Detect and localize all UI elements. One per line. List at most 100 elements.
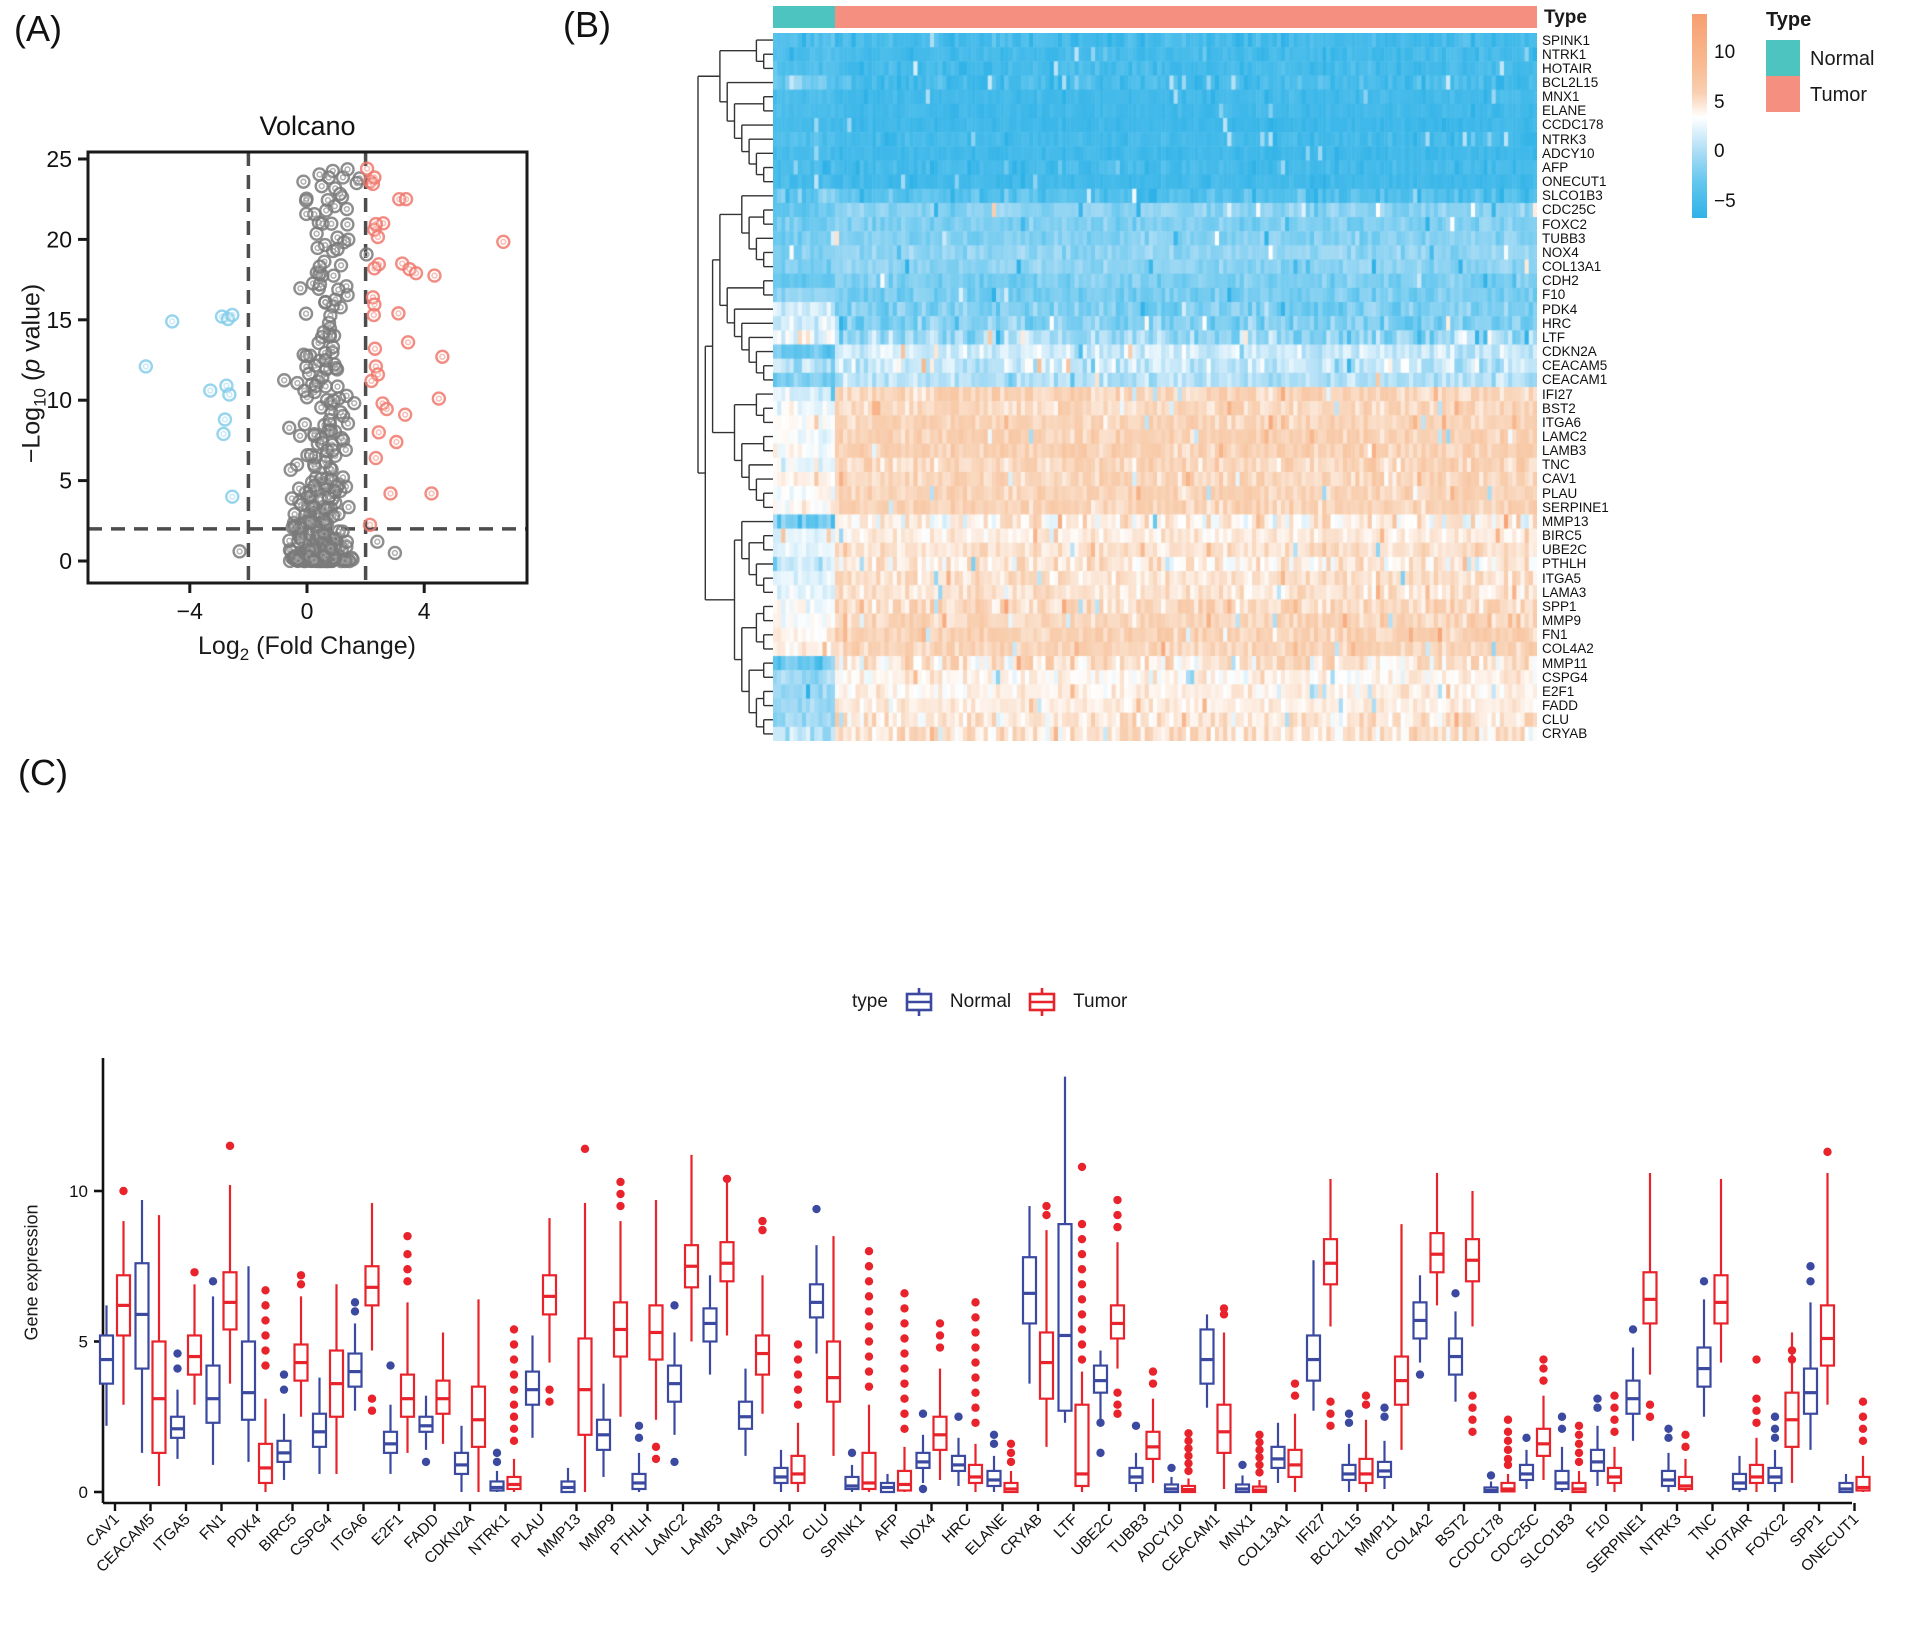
colorbar-tick-label: 5 [1714, 92, 1725, 113]
boxplot-legend: type Normal Tumor [852, 985, 1127, 1019]
tumor-boxkey-icon [1028, 988, 1056, 1016]
heatmap-gene-label: UBE2C [1542, 542, 1588, 558]
heatmap-gene-label: CDKN2A [1542, 344, 1597, 360]
colorbar-tick-label: −5 [1714, 191, 1736, 212]
heatmap-gene-label: LAMB3 [1542, 443, 1587, 459]
boxplot-legend-title: type [852, 991, 888, 1012]
boxplot-x-tick-label: ITGA6 [328, 1511, 372, 1555]
heatmap-gene-label: PDK4 [1542, 301, 1578, 317]
heatmap-gene-label: CSPG4 [1542, 669, 1588, 685]
heatmap-annotation-row-label: Type [1544, 7, 1587, 28]
svg-text:5: 5 [79, 1333, 88, 1352]
heatmap-gene-label: MNX1 [1542, 89, 1580, 105]
heatmap-gene-label: ELANE [1542, 103, 1587, 119]
colorbar-tick-label: 10 [1714, 42, 1736, 63]
annotation-normal-segment [773, 6, 835, 28]
svg-text:0: 0 [59, 548, 72, 574]
svg-text:10: 10 [46, 387, 72, 413]
boxplot-x-tick-label: ITGA5 [150, 1511, 194, 1555]
volcano-x-axis-label: Log2 (Fold Change) [198, 632, 416, 664]
heatmap-gene-label: FOXC2 [1542, 216, 1588, 232]
panel-a-label: (A) [14, 8, 62, 49]
colorbar-tick-label: 0 [1714, 141, 1725, 162]
heatmap-legend-normal-label: Normal [1810, 48, 1875, 70]
heatmap-gene-label: TUBB3 [1542, 230, 1586, 246]
heatmap-gene-label: COL4A2 [1542, 641, 1594, 657]
heatmap-gene-label: SPINK1 [1542, 32, 1591, 48]
heatmap-gene-label: CAV1 [1542, 471, 1577, 487]
heatmap-gene-label: NTRK1 [1542, 46, 1587, 62]
heatmap-gene-label: ITGA6 [1542, 414, 1582, 430]
heatmap-gene-label: MMP11 [1542, 655, 1588, 671]
heatmap-gene-label: LTF [1542, 329, 1565, 345]
svg-text:0: 0 [301, 598, 314, 624]
heatmap-matrix [773, 33, 1537, 741]
heatmap-gene-label: ONECUT1 [1542, 174, 1607, 190]
heatmap-gene-label: HRC [1542, 315, 1572, 331]
heatmap-gene-label: NOX4 [1542, 244, 1579, 260]
heatmap-gene-label: LAMA3 [1542, 584, 1587, 600]
svg-text:4: 4 [418, 598, 431, 624]
boxplot-x-tick-label: CDH2 [755, 1511, 797, 1553]
heatmap-gene-label: PTHLH [1542, 556, 1587, 572]
svg-text:5: 5 [59, 468, 72, 494]
svg-text:25: 25 [46, 146, 72, 172]
heatmap-gene-label: BST2 [1542, 400, 1576, 416]
panel-b-label: (B) [563, 4, 611, 45]
heatmap-gene-label: SLCO1B3 [1542, 188, 1603, 204]
volcano-plot: Volcano 0 5 10 15 20 25 −4 0 4 [46, 111, 529, 624]
svg-text:15: 15 [46, 307, 72, 333]
heatmap-gene-label: F10 [1542, 287, 1566, 303]
heatmap-gene-label: CCDC178 [1542, 117, 1604, 133]
boxplot-legend-normal-label: Normal [949, 991, 1012, 1012]
heatmap-gene-label: SPP1 [1542, 598, 1577, 614]
heatmap-type-annotation-bar [773, 6, 1537, 28]
svg-text:20: 20 [46, 226, 72, 252]
heatmap-gene-label: MMP13 [1542, 513, 1589, 529]
heatmap-gene-label: NTRK3 [1542, 131, 1587, 147]
svg-text:−4: −4 [177, 598, 203, 624]
heatmap-colorbar-ticks: 10 5 0 −5 [1714, 14, 1764, 224]
heatmap-gene-label: LAMC2 [1542, 428, 1588, 444]
heatmap-gene-label: CDC25C [1542, 202, 1597, 218]
heatmap-gene-label: MMP9 [1542, 613, 1582, 629]
heatmap-gene-label: FN1 [1542, 627, 1568, 643]
heatmap-gene-label: FADD [1542, 698, 1579, 714]
heatmap-gene-label: ADCY10 [1542, 145, 1595, 161]
heatmap-legend-tumor-swatch [1766, 76, 1800, 112]
svg-text:10: 10 [69, 1182, 88, 1201]
heatmap-gene-label: TNC [1542, 457, 1570, 473]
boxplot-x-tick-label: NOX4 [897, 1511, 939, 1553]
heatmap-legend-tumor-label: Tumor [1810, 84, 1868, 106]
annotation-tumor-segment [834, 6, 1537, 28]
heatmap-colorbar [1692, 14, 1707, 218]
heatmap-gene-label: HOTAIR [1542, 60, 1592, 76]
heatmap-gene-label: PLAU [1542, 485, 1578, 501]
heatmap-legend-title: Type [1766, 9, 1812, 31]
heatmap-gene-label: CDH2 [1542, 273, 1579, 289]
heatmap-gene-label: E2F1 [1542, 683, 1575, 699]
heatmap-gene-label: ITGA5 [1542, 570, 1582, 586]
heatmap-gene-label: CEACAM5 [1542, 358, 1608, 374]
boxplot-x-tick-label: LTF [1051, 1511, 1082, 1542]
heatmap-gene-label: CLU [1542, 712, 1570, 728]
svg-text:Volcano: Volcano [259, 111, 355, 141]
heatmap-gene-label: SERPINE1 [1542, 499, 1609, 515]
boxplot-legend-tumor-label: Tumor [1073, 991, 1128, 1012]
boxplot-x-tick-label: F10 [1583, 1511, 1614, 1542]
volcano-y-axis-label: −Log10 (p value) [17, 283, 50, 464]
svg-text:0: 0 [79, 1483, 88, 1502]
heatmap-gene-label: BCL2L15 [1542, 74, 1599, 90]
boxplot-x-tick-label: E2F1 [369, 1511, 407, 1549]
heatmap-gene-labels: SPINK1 NTRK1 HOTAIR BCL2L15 MNX1 ELANE CCDC178… [1542, 33, 1652, 741]
panel-c-label: (C) [18, 752, 68, 793]
heatmap-gene-label: COL13A1 [1542, 259, 1602, 275]
heatmap-gene-label: AFP [1542, 159, 1569, 175]
normal-boxkey-icon [905, 988, 933, 1016]
heatmap-gene-label: CRYAB [1542, 726, 1588, 742]
heatmap-gene-label: CEACAM1 [1542, 372, 1608, 388]
heatmap-gene-label: IFI27 [1542, 386, 1573, 402]
heatmap-dendrogram [697, 39, 775, 735]
